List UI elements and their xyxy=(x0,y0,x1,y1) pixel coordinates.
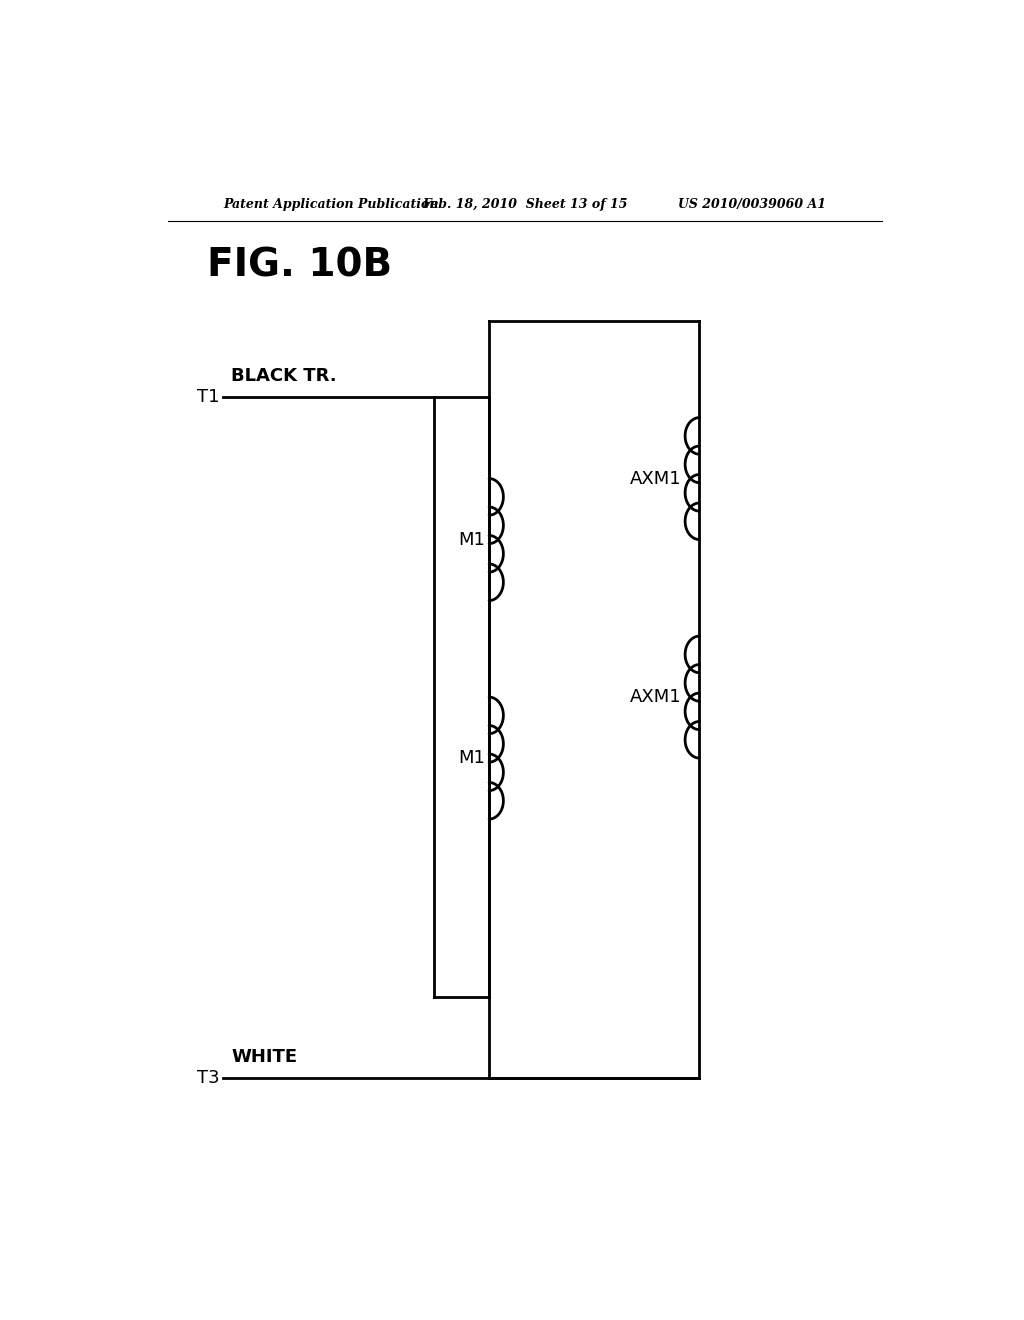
Text: BLACK TR.: BLACK TR. xyxy=(231,367,337,385)
Text: AXM1: AXM1 xyxy=(630,688,681,706)
Text: T3: T3 xyxy=(197,1069,219,1088)
Text: T1: T1 xyxy=(197,388,219,407)
Text: WHITE: WHITE xyxy=(231,1048,297,1067)
Text: Feb. 18, 2010  Sheet 13 of 15: Feb. 18, 2010 Sheet 13 of 15 xyxy=(422,198,628,211)
Text: US 2010/0039060 A1: US 2010/0039060 A1 xyxy=(678,198,826,211)
Text: AXM1: AXM1 xyxy=(630,470,681,487)
Text: M1: M1 xyxy=(459,748,485,767)
Text: FIG. 10B: FIG. 10B xyxy=(207,246,392,284)
Text: M1: M1 xyxy=(459,531,485,549)
Text: Patent Application Publication: Patent Application Publication xyxy=(223,198,438,211)
